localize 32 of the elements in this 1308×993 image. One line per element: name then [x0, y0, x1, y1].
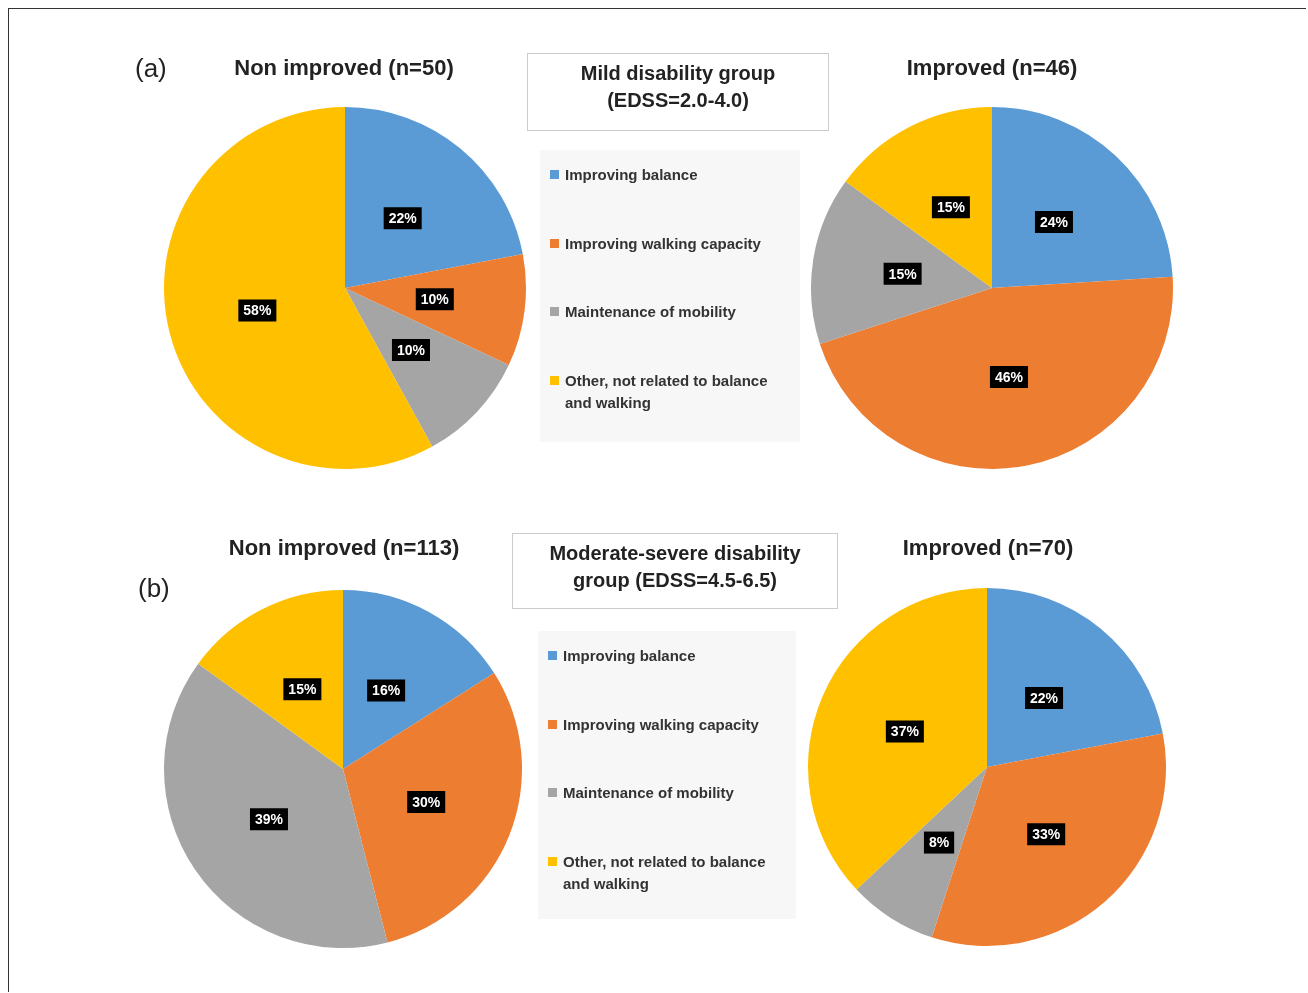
legend-label: Other, not related to balance and walking — [563, 851, 767, 894]
chart-title: Improved (n=46) — [906, 55, 1078, 81]
data-label: 37% — [890, 723, 920, 740]
legend-label: Maintenance of mobility — [563, 783, 734, 803]
legend-label: Improving walking capacity — [563, 714, 759, 735]
data-label: 10% — [396, 341, 426, 358]
chart-subtitle: Moderate-severe disability group (EDSS=4.5-6.5) — [512, 533, 838, 609]
data-label: 30% — [412, 793, 441, 810]
legend-label: Other, not related to balance and walking — [565, 370, 769, 413]
text: (a) — [135, 53, 167, 84]
data-label: 33% — [1032, 825, 1061, 842]
chart-title: Improved (n=70) — [902, 535, 1074, 561]
chart-subtitle: Mild disability group (EDSS=2.0-4.0) — [527, 53, 829, 131]
data-label: 16% — [372, 682, 401, 699]
data-label: 39% — [254, 811, 284, 828]
data-label: 15% — [936, 199, 966, 216]
chart-title: Non improved (n=113) — [228, 535, 460, 561]
legend-label: Improving balance — [563, 646, 696, 666]
data-label: 22% — [1030, 689, 1059, 706]
chart-title: Non improved (n=50) — [234, 55, 454, 81]
data-label: 58% — [243, 302, 272, 319]
data-label: 10% — [420, 291, 450, 308]
data-label: 8% — [928, 834, 950, 851]
data-label: 22% — [388, 210, 418, 227]
data-label: 15% — [288, 681, 317, 698]
data-label: 15% — [888, 265, 918, 282]
legend-label: Improving balance — [565, 165, 698, 185]
data-label: 46% — [994, 368, 1024, 385]
legend-label: Maintenance of mobility — [565, 302, 736, 322]
data-label: 24% — [1039, 213, 1069, 230]
text: (b) — [138, 573, 170, 604]
legend-label: Improving walking capacity — [565, 233, 761, 254]
